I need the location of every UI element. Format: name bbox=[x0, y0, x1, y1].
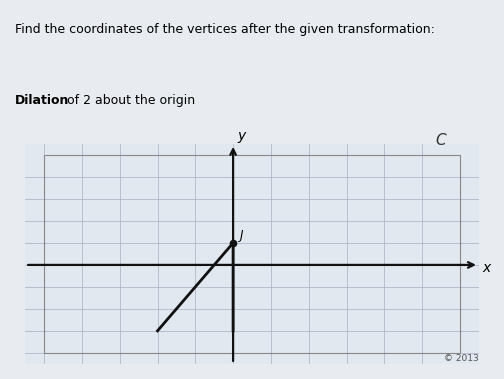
Text: Find the coordinates of the vertices after the given transformation:: Find the coordinates of the vertices aft… bbox=[15, 23, 435, 36]
Text: x: x bbox=[482, 261, 491, 275]
Text: J: J bbox=[240, 229, 243, 242]
Text: Dilation: Dilation bbox=[15, 94, 70, 107]
Text: y: y bbox=[238, 129, 246, 143]
Text: © 2013: © 2013 bbox=[444, 354, 479, 363]
Text: C: C bbox=[435, 133, 447, 148]
Text: of 2 about the origin: of 2 about the origin bbox=[62, 94, 195, 107]
